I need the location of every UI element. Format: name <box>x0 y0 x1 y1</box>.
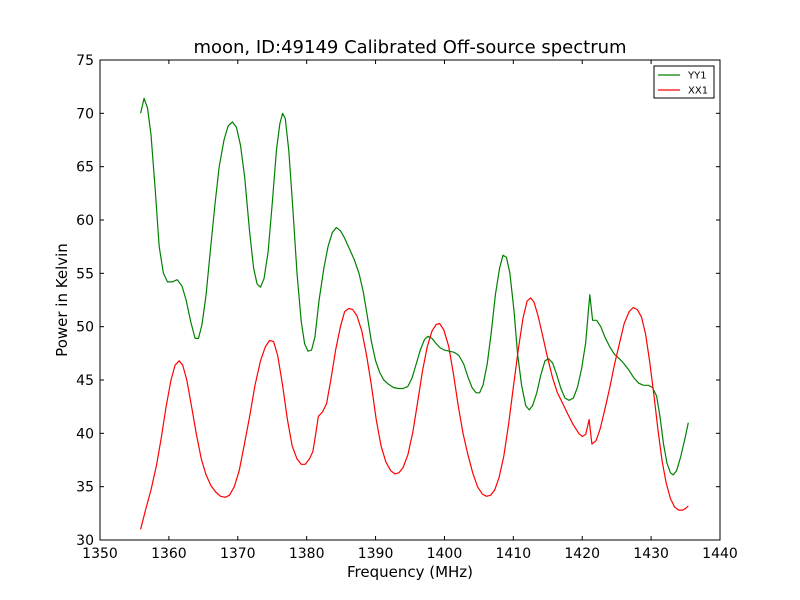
y-tick-label: 45 <box>76 373 94 389</box>
x-axis-label: Frequency (MHz) <box>347 563 473 581</box>
y-tick-label: 70 <box>76 106 94 122</box>
y-tick-label: 50 <box>76 320 94 336</box>
x-tick-label: 1420 <box>564 546 600 562</box>
legend-label-xx1: XX1 <box>688 86 708 97</box>
y-tick-label: 60 <box>76 213 94 229</box>
chart-title: moon, ID:49149 Calibrated Off-source spe… <box>193 37 626 58</box>
x-tick-label: 1350 <box>82 546 118 562</box>
plot-frame <box>99 59 721 541</box>
y-tick-label: 30 <box>76 533 94 549</box>
series-layer <box>140 97 689 530</box>
legend-box <box>653 65 715 99</box>
y-tick-label: 75 <box>76 53 94 69</box>
x-tick-label: 1380 <box>289 546 325 562</box>
y-tick-label: 65 <box>76 160 94 176</box>
series-line-yy1 <box>140 97 689 476</box>
x-tick-label: 1440 <box>702 546 738 562</box>
x-tick-label: 1430 <box>633 546 669 562</box>
y-axis-label: Power in Kelvin <box>53 243 71 357</box>
x-tick-label: 1370 <box>220 546 256 562</box>
legend-label-yy1: YY1 <box>687 71 707 82</box>
x-tick-label: 1400 <box>427 546 463 562</box>
x-tick-label: 1390 <box>358 546 394 562</box>
ticks-layer: 1350 1360 1370 1380 1390 1400 1410 1420 1430 1440… <box>76 53 738 562</box>
y-tick-label: 55 <box>76 266 94 282</box>
series-line-xx1 <box>140 297 689 530</box>
y-tick-label: 35 <box>76 480 94 496</box>
x-tick-label: 1360 <box>151 546 187 562</box>
x-tick-label: 1410 <box>496 546 532 562</box>
y-tick-label: 40 <box>76 426 94 442</box>
